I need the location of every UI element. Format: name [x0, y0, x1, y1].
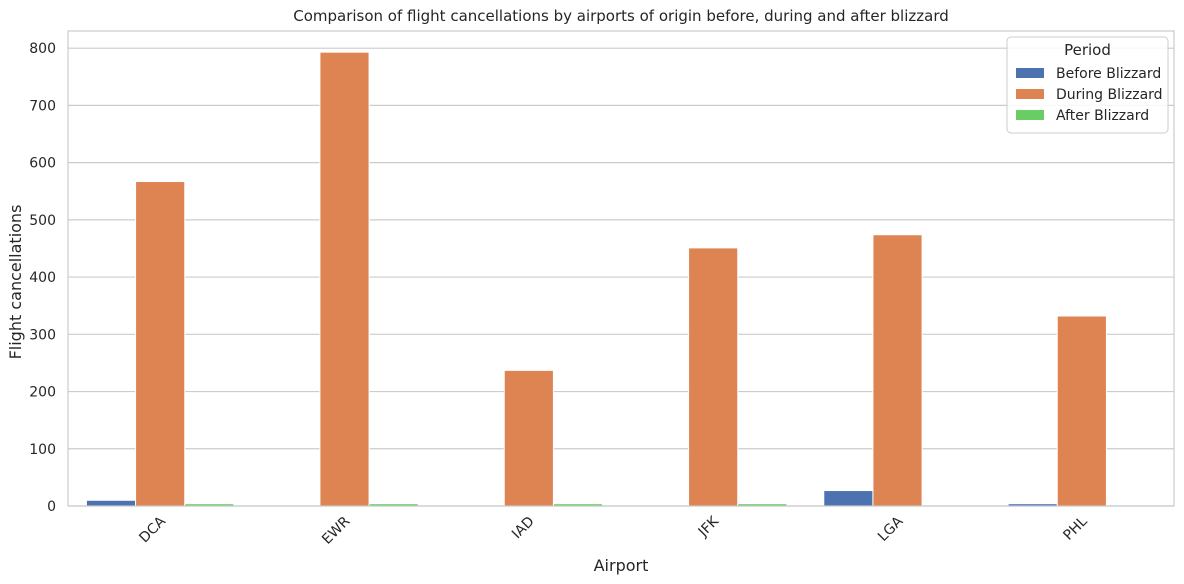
- x-tick-label: LGA: [875, 513, 907, 545]
- y-tick-label: 700: [29, 98, 56, 114]
- bar: [1056, 315, 1107, 507]
- legend-label: After Blizzard: [1056, 108, 1149, 124]
- bar: [319, 51, 370, 507]
- y-tick-label: 300: [29, 327, 56, 343]
- legend-label: During Blizzard: [1056, 87, 1163, 103]
- y-tick-label: 100: [29, 442, 56, 458]
- y-tick-label: 0: [47, 499, 56, 515]
- bar: [688, 247, 739, 507]
- legend-swatch: [1016, 110, 1044, 120]
- x-tick-label: EWR: [319, 513, 353, 547]
- bar: [135, 181, 186, 507]
- y-tick-label: 800: [29, 41, 56, 57]
- legend-box: [1006, 36, 1169, 134]
- x-tick-labels: DCA EWR IAD JFK LGA PHL: [136, 513, 1090, 548]
- legend-swatch: [1016, 89, 1044, 99]
- chart-title: Comparison of flight cancellations by ai…: [293, 7, 949, 25]
- bar: [872, 234, 923, 507]
- y-tick-label: 200: [29, 385, 56, 401]
- plot-frame: [67, 30, 1175, 507]
- legend-label: Before Blizzard: [1056, 66, 1161, 82]
- legend: Period Before Blizzard During Blizzard Aft…: [1006, 36, 1169, 134]
- grid-lines: [68, 47, 1174, 507]
- legend-title: Period: [1064, 41, 1111, 59]
- legend-swatch: [1016, 68, 1044, 78]
- bar: [823, 490, 874, 507]
- x-tick-label: JFK: [695, 513, 723, 541]
- x-tick-label: IAD: [509, 514, 538, 543]
- bar: [85, 499, 137, 507]
- x-tick-label: DCA: [136, 513, 169, 546]
- y-tick-label: 500: [29, 213, 56, 229]
- bars: [85, 51, 1107, 507]
- x-axis-label: Airport: [594, 556, 649, 575]
- bar: [503, 369, 554, 507]
- y-tick-label: 400: [29, 270, 56, 286]
- y-axis-label: Flight cancellations: [6, 205, 25, 360]
- y-tick-label: 600: [29, 156, 56, 172]
- y-tick-labels: 0 100 200 300 400 500 600 700 800: [29, 41, 56, 515]
- x-tick-label: PHL: [1060, 513, 1090, 543]
